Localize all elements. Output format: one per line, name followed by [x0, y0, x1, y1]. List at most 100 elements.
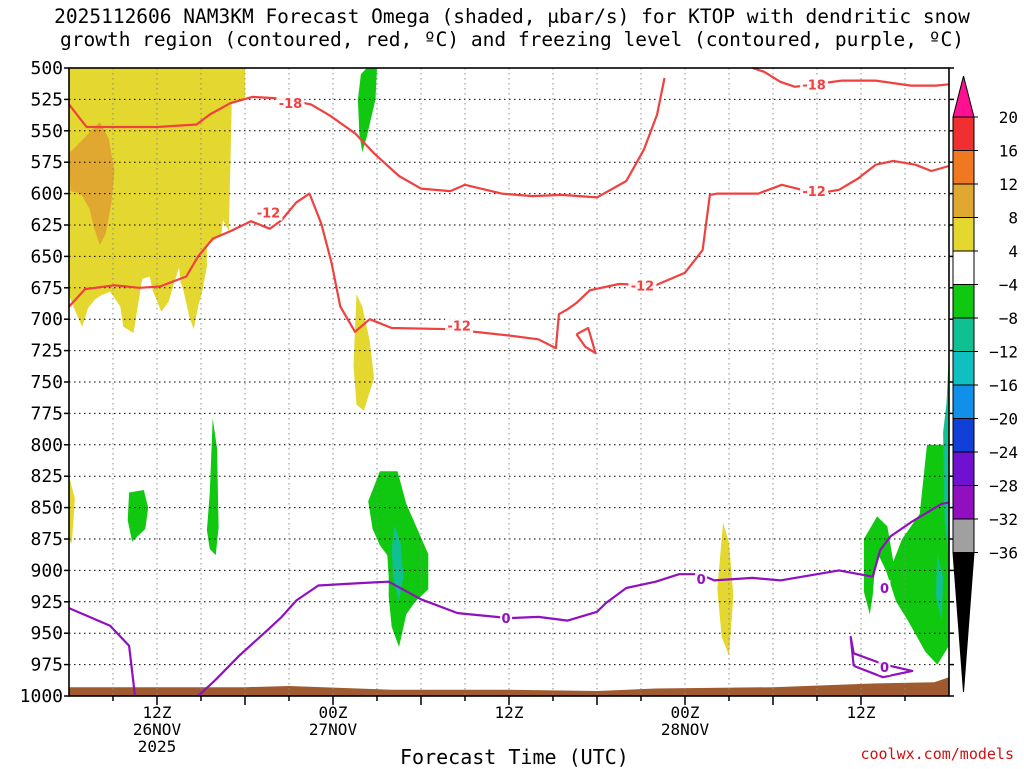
colorbar-label-2: 12	[999, 175, 1018, 194]
colorbar-label-11: −28	[989, 477, 1018, 496]
colorbar-label-10: −24	[989, 443, 1018, 462]
colorbar-label-3: 8	[1008, 209, 1018, 228]
colorbar-seg-13	[952, 518, 975, 553]
x-tick-label-h6-0: 12Z	[143, 703, 172, 722]
colorbar-seg-10	[952, 418, 975, 453]
x-tick-label-h18-0: 00Z	[319, 703, 348, 722]
colorbar-seg-2	[952, 150, 975, 185]
x-tick-label-h6-1: 26NOV	[133, 720, 182, 739]
y-tick-label-550: 550	[30, 121, 63, 142]
y-tick-label-875: 875	[30, 529, 63, 550]
omega-region-4	[717, 522, 734, 656]
y-tick-label-650: 650	[30, 246, 63, 267]
colorbar-label-13: −36	[989, 544, 1018, 563]
y-tick-label-500: 500	[30, 58, 63, 79]
contour-label-3: -12	[447, 319, 471, 334]
contour-label-bg-7	[695, 571, 708, 588]
omega-region-2	[353, 294, 375, 411]
colorbar-bottom-arrow	[952, 552, 975, 693]
colorbar-label-9: −20	[989, 410, 1018, 429]
y-tick-label-800: 800	[30, 435, 63, 456]
y-tick-label-1000: 1000	[20, 686, 63, 707]
colorbar-seg-9	[952, 384, 975, 419]
omega-region-12	[935, 554, 944, 621]
terrain-fill	[69, 677, 949, 696]
contour-label-1: -18	[802, 78, 826, 93]
dgz-contour-0	[68, 77, 666, 199]
contour-label-9: 0	[880, 661, 889, 676]
x-tick-label-h18-1: 27NOV	[309, 720, 358, 739]
colorbar-label-6: −8	[999, 309, 1018, 328]
contour-label-5: -12	[802, 185, 826, 200]
colorbar-seg-8	[952, 351, 975, 386]
colorbar-seg-7	[952, 317, 975, 352]
contour-label-4: -12	[631, 279, 655, 294]
omega-region-1	[69, 122, 115, 246]
contour-label-8: 0	[880, 582, 889, 597]
x-tick-label-h42-1: 28NOV	[661, 720, 710, 739]
colorbar-label-8: −16	[989, 376, 1018, 395]
colorbar-seg-6	[952, 284, 975, 319]
site-credit: coolwx.com/models	[860, 745, 1014, 763]
y-tick-label-850: 850	[30, 498, 63, 519]
contour-label-bg-4	[628, 277, 657, 294]
contour-label-bg-9	[878, 659, 891, 676]
x-tick-label-h54-0: 12Z	[847, 703, 876, 722]
y-tick-label-575: 575	[30, 152, 63, 173]
dgz-contour-3	[575, 326, 597, 355]
colorbar-top-arrow	[952, 75, 975, 118]
y-tick-label-925: 925	[30, 592, 63, 613]
omega-region-3	[69, 476, 75, 543]
colorbar-seg-12	[952, 485, 975, 520]
x-tick-label-h30-0: 12Z	[495, 703, 524, 722]
contour-label-bg-5	[800, 183, 829, 200]
contour-label-bg-1	[800, 76, 829, 93]
contour-label-bg-8	[878, 579, 891, 596]
y-tick-label-900: 900	[30, 560, 63, 581]
contour-label-0: -18	[279, 97, 303, 112]
gridlines	[69, 68, 949, 696]
y-tick-label-950: 950	[30, 623, 63, 644]
y-tick-label-825: 825	[30, 466, 63, 487]
y-tick-label-525: 525	[30, 89, 63, 110]
y-tick-label-775: 775	[30, 403, 63, 424]
y-axis: 500 525 550 575 600 625 650 675 700 725 750 775 800 8…	[20, 58, 954, 707]
freezing-contour-0	[68, 607, 137, 697]
omega-region-9	[391, 525, 404, 602]
colorbar-label-0: 20	[999, 108, 1018, 127]
dgz-contour-1	[752, 66, 950, 88]
x-tick-label-h42-0: 00Z	[671, 703, 700, 722]
chart-title-line-1: 2025112606 NAM3KM Forecast Omega (shaded…	[54, 5, 970, 28]
contour-labels: -18 -18 -12 -12 -12 -12 0 0 0 0	[254, 76, 891, 676]
y-tick-label-600: 600	[30, 184, 63, 205]
colorbar: 20 16 12 8 4 −4 −8 −12 −16 −20 −24 −28 −32 −36	[952, 75, 1018, 693]
colorbar-seg-5	[952, 250, 975, 285]
freezing-contour-1	[197, 501, 950, 697]
colorbar-label-5: −4	[999, 276, 1018, 295]
x-axis-title: Forecast Time (UTC)	[400, 745, 629, 769]
y-tick-label-750: 750	[30, 372, 63, 393]
colorbar-label-4: 4	[1008, 242, 1018, 261]
contour-label-bg-3	[445, 317, 474, 334]
y-tick-label-675: 675	[30, 278, 63, 299]
colorbar-seg-4	[952, 217, 975, 252]
y-tick-label-725: 725	[30, 341, 63, 362]
colorbar-label-7: −12	[989, 343, 1018, 362]
colorbar-seg-11	[952, 451, 975, 486]
contour-label-bg-6	[500, 610, 513, 627]
colorbar-seg-1	[952, 116, 975, 151]
y-tick-label-625: 625	[30, 215, 63, 236]
omega-region-7	[206, 418, 219, 556]
omega-region-6	[127, 490, 149, 542]
omega-region-11	[943, 382, 949, 558]
terrain-ground	[69, 677, 949, 696]
contour-label-2: -12	[257, 206, 281, 221]
contour-label-bg-2	[254, 204, 283, 221]
colorbar-seg-3	[952, 183, 975, 218]
chart-title-line-2: growth region (contoured, red, ºC) and f…	[60, 28, 964, 51]
omega-region-10	[863, 350, 949, 665]
colorbar-label-12: −32	[989, 510, 1018, 529]
contour-label-6: 0	[502, 612, 511, 627]
